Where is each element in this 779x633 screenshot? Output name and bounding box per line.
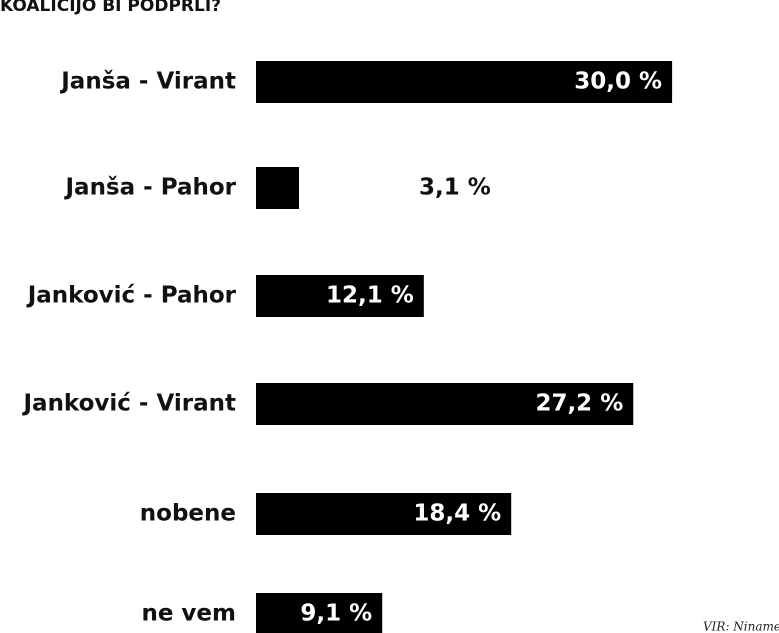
category-label: ne vem bbox=[141, 601, 236, 627]
category-label: Janša - Virant bbox=[59, 69, 236, 95]
value-label: 18,4 % bbox=[413, 501, 501, 527]
value-label: 30,0 % bbox=[574, 69, 662, 95]
value-label: 3,1 % bbox=[419, 175, 491, 201]
chart-title: KOALICIJO BI PODPRLI? bbox=[0, 0, 221, 16]
value-label: 12,1 % bbox=[326, 283, 414, 309]
category-label: Janša - Pahor bbox=[63, 175, 236, 201]
category-label: Janković - Virant bbox=[21, 391, 236, 417]
value-label: 9,1 % bbox=[300, 601, 372, 627]
page: {"chart_data": {"type": "bar", "orientat… bbox=[0, 0, 779, 633]
chart: KOALICIJO BI PODPRLI? VIR: Ninamedia Jan… bbox=[0, 0, 779, 633]
value-label: 27,2 % bbox=[535, 391, 623, 417]
source: VIR: Ninamedia bbox=[703, 620, 779, 633]
category-label: Janković - Pahor bbox=[26, 283, 237, 309]
category-label: nobene bbox=[140, 501, 236, 527]
bar bbox=[256, 167, 299, 209]
